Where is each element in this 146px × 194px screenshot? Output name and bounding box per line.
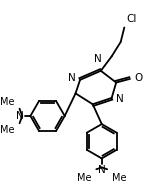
- Text: N: N: [116, 94, 124, 104]
- Text: Me: Me: [0, 97, 14, 107]
- Text: Cl: Cl: [126, 14, 137, 24]
- Text: Me: Me: [77, 173, 92, 183]
- Text: Me: Me: [0, 125, 14, 135]
- Text: N: N: [16, 111, 24, 121]
- Text: N: N: [98, 165, 106, 175]
- Text: O: O: [134, 73, 142, 83]
- Text: N: N: [68, 73, 75, 83]
- Text: Me: Me: [112, 173, 126, 183]
- Text: N: N: [94, 55, 102, 64]
